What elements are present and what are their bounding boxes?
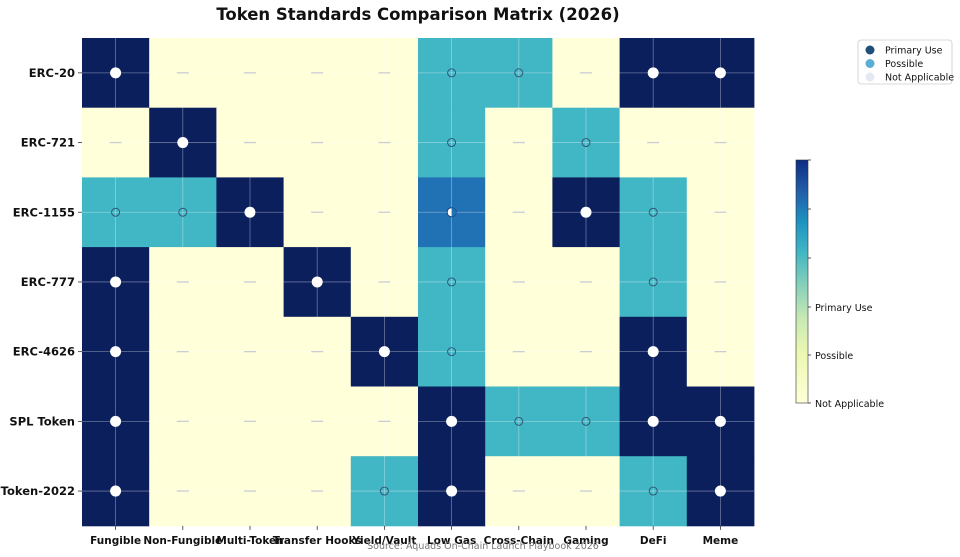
legend-label: Not Applicable [885,73,954,84]
row-label: SPL Token [9,414,75,428]
colorbar: Not Applicable Possible Primary Use [795,159,884,410]
heatmap-cell [619,456,688,527]
legend-items: Primary Use Possible Not Applicable [865,45,954,84]
column-label: Fungible [90,535,141,547]
marker-possible [514,68,524,78]
column-labels: Fungible Non-FungibleMulti-TokenTransfer … [90,525,739,547]
marker-primary [647,67,659,79]
marker-primary [714,67,726,79]
marker-primary [110,346,122,358]
marker-primary [580,206,592,218]
legend-marker [865,72,875,82]
marker-possible [648,486,658,496]
heatmap-cell [552,386,620,457]
column-label: Cross-Chain [484,535,554,547]
column-label: Non-Fungible [143,535,222,547]
marker-primary [311,276,323,288]
marker-primary [446,415,458,427]
marker-half-fill [451,207,457,217]
legend-marker [865,59,875,68]
marker-possible [514,416,524,426]
marker-primary [110,276,122,288]
heatmap-cell [149,177,217,248]
column-label: Meme [703,535,739,547]
chart-title: Token Standards Comparison Matrix (2026) [216,5,619,24]
heatmap-cell [485,38,553,109]
marker-primary [714,485,726,497]
legend-label: Primary Use [885,46,943,57]
heatmap-cell [418,247,486,318]
marker-primary [378,346,390,358]
heatmap-cell [418,107,486,178]
marker-possible [648,277,658,287]
heatmap-cell [418,38,486,109]
heatmap-markers [109,67,727,497]
colorbar-label: Primary Use [815,303,873,314]
row-label: ERC-20 [29,66,75,80]
row-label: ERC-721 [21,136,75,150]
marker-primary [244,206,256,218]
source-note: Source: Aquads On-Chain Launch Playbook … [367,541,599,552]
marker-primary [446,485,458,497]
marker-primary [110,67,122,79]
row-label: ERC-777 [21,275,75,289]
heatmap-cell [485,386,553,457]
heatmap-cell [552,107,620,178]
legend-box [857,39,953,85]
row-label: ERC-1155 [13,205,75,219]
row-label: ERC-4626 [13,345,75,359]
marker-possible [447,347,457,357]
colorbar-gradient [795,159,809,404]
legend-label: Possible [885,59,923,70]
heatmap-cell [619,177,688,248]
marker-primary [647,346,659,358]
column-label: Low Gas [427,535,476,547]
column-label: Gaming [563,535,608,547]
heatmap-cell [619,247,688,318]
colorbar-label: Possible [815,351,853,362]
column-label: Multi-Token [216,535,283,547]
marker-possible [111,207,121,217]
marker-possible [447,68,457,78]
marker-primary [714,415,726,427]
colorbar-label: Not Applicable [815,399,884,410]
marker-possible [447,277,457,287]
heatmap-cell [350,456,419,527]
legend: Primary Use Possible Not Applicable [857,39,954,85]
marker-primary [647,415,659,427]
marker-possible [447,138,457,148]
marker-possible [581,138,591,148]
marker-possible [581,416,591,426]
marker-primary [110,415,122,427]
column-label: DeFi [640,535,667,547]
column-label: Yield/Vault [351,535,416,547]
legend-marker [865,45,875,55]
marker-primary [177,137,189,149]
row-label: Token-2022 [1,484,75,498]
marker-primary [110,485,122,497]
row-labels: ERC-20 ERC-721 ERC-1155 ERC-777 ERC-4626 SPL … [1,66,82,498]
marker-possible [648,207,658,217]
heatmap-cell [82,177,150,248]
column-label: Transfer Hooks [273,535,362,547]
heatmap-cell [418,316,486,387]
marker-possible [178,207,188,217]
colorbar-ticks: Not Applicable Possible Primary Use [808,159,884,410]
marker-possible [379,486,389,496]
